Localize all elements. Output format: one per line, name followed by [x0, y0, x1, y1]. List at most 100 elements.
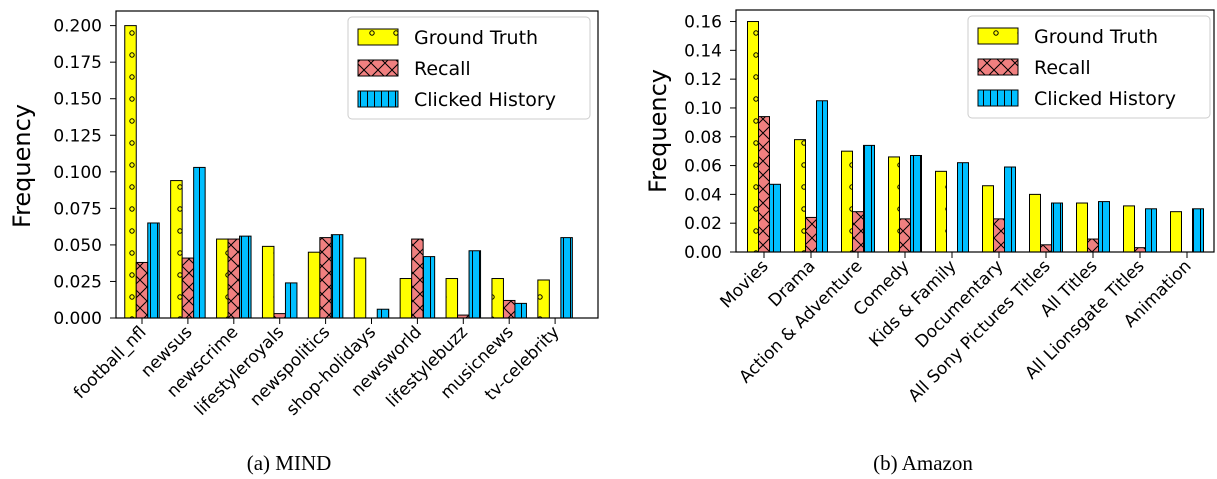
- chart-amazon-ytick-label: 0.00: [684, 243, 722, 263]
- chart-mind-legend-swatch-hatch-recall: [357, 59, 399, 77]
- chart-amazon-bar-hatch-clicked-history: [910, 154, 922, 253]
- chart-mind-ytick-label: 0.075: [53, 199, 102, 219]
- chart-amazon-legend-label-clicked-history: Clicked History: [1034, 88, 1176, 110]
- chart-mind-xtick-label: football_nfl: [70, 322, 151, 403]
- chart-mind-legend-swatch-hatch-clicked-history: [357, 90, 399, 108]
- chart-mind-bar-hatch-recall: [181, 257, 195, 319]
- chart-amazon-legend-swatch-hatch-recall: [977, 58, 1019, 76]
- chart-amazon-xtick-label: Movies: [717, 256, 773, 312]
- chart-mind-caption: (a) MIND: [247, 451, 332, 475]
- chart-amazon-bar-hatch-recall: [1134, 247, 1146, 253]
- chart-amazon-bar-hatch-clicked-history: [1192, 208, 1204, 253]
- chart-mind-marks: [124, 25, 573, 319]
- chart-mind-bar-hatch-ground-truth: [307, 251, 321, 319]
- chart-amazon-bar-hatch-ground-truth: [888, 156, 900, 253]
- chart-mind-yticks: 0.000 0.025 0.050 0.075 0.100 0.125 0.150 0.175…: [53, 17, 116, 329]
- chart-mind-ytick-label: 0.025: [53, 272, 102, 292]
- chart-amazon-caption: (b) Amazon: [873, 451, 973, 475]
- chart-amazon-bar-hatch-clicked-history: [1098, 201, 1110, 253]
- chart-mind-bar-hatch-clicked-history: [514, 302, 527, 319]
- chart-amazon-legend-swatch-hatch-clicked-history: [977, 89, 1019, 107]
- chart-mind-bar-hatch-ground-truth: [170, 180, 183, 319]
- chart-mind-bar-hatch-ground-truth: [216, 238, 229, 319]
- chart-amazon-ytick-label: 0.02: [684, 214, 722, 234]
- chart-mind-bar-hatch-clicked-history: [330, 234, 344, 319]
- chart-mind-bar-hatch-ground-truth: [261, 245, 275, 319]
- chart-amazon-bar-hatch-ground-truth: [1170, 211, 1182, 253]
- chart-amazon-bar-hatch-recall: [1087, 238, 1099, 253]
- chart-amazon-bar-hatch-clicked-history: [769, 183, 781, 253]
- chart-mind-bar-hatch-clicked-history: [147, 222, 160, 319]
- chart-mind-bar-hatch-clicked-history: [239, 235, 252, 319]
- chart-amazon-legend-label-recall: Recall: [1034, 57, 1091, 79]
- chart-amazon-ytick-label: 0.16: [684, 13, 722, 33]
- chart-amazon-ytick-label: 0.04: [684, 185, 722, 205]
- chart-amazon-bar-hatch-ground-truth: [1076, 202, 1088, 253]
- chart-mind-ytick-label: 0.200: [53, 17, 102, 37]
- chart-mind-bar-hatch-clicked-history: [193, 166, 206, 319]
- chart-mind-ytick-label: 0.050: [53, 236, 102, 256]
- chart-amazon-bar-hatch-ground-truth: [982, 185, 994, 253]
- chart-mind-ytick-label: 0.175: [53, 53, 102, 73]
- chart-mind-bar-hatch-clicked-history: [468, 250, 482, 319]
- chart-mind-ytick-label: 0.125: [53, 126, 102, 146]
- chart-mind-bar-hatch-recall: [273, 313, 286, 319]
- chart-amazon-bar-hatch-recall: [758, 116, 770, 253]
- chart-amazon-bar-hatch-recall: [1040, 244, 1052, 253]
- chart-amazon-bar-hatch-ground-truth: [935, 170, 947, 253]
- chart-amazon-ytick-label: 0.14: [684, 41, 722, 61]
- chart-mind-bar-hatch-clicked-history: [422, 256, 436, 319]
- chart-mind-bar-hatch-clicked-history: [284, 282, 298, 319]
- chart-mind-bar-hatch-ground-truth: [124, 25, 137, 319]
- chart-mind-bar-hatch-ground-truth: [537, 279, 550, 319]
- chart-amazon-legend-label-ground-truth: Ground Truth: [1034, 26, 1158, 48]
- chart-amazon-bar-hatch-clicked-history: [1004, 166, 1016, 253]
- chart-mind-legend-swatch-hatch-ground-truth: [357, 28, 399, 46]
- chart-mind-ytick-label: 0.000: [53, 309, 102, 329]
- chart-amazon-bar-hatch-clicked-history: [1051, 202, 1063, 253]
- chart-mind-ylabel: Frequency: [8, 104, 36, 228]
- chart-mind-ytick-label: 0.150: [53, 90, 102, 110]
- chart-amazon-bar-hatch-recall: [899, 218, 911, 253]
- chart-mind-bar-hatch-clicked-history: [376, 308, 390, 319]
- chart-amazon-bar-hatch-clicked-history: [863, 144, 875, 253]
- chart-amazon-bar-hatch-ground-truth: [1029, 193, 1041, 253]
- chart-mind-bar-hatch-recall: [411, 238, 424, 319]
- chart-amazon-ylabel: Frequency: [644, 69, 672, 193]
- chart-mind-legend-label-clicked-history: Clicked History: [414, 89, 556, 111]
- chart-amazon-ytick-label: 0.08: [684, 128, 722, 148]
- chart-mind-legend: Ground Truth Recall Clicked History: [347, 16, 591, 120]
- chart-mind-bar-hatch-ground-truth: [445, 278, 459, 319]
- chart-mind-bar-hatch-recall: [227, 238, 241, 319]
- chart-amazon-bar-hatch-clicked-history: [1145, 208, 1157, 253]
- chart-amazon-legend-swatch-hatch-ground-truth: [977, 27, 1019, 45]
- chart-amazon: Frequency 0.000.020.040.060.080.100.120.…: [644, 9, 1215, 475]
- chart-mind-bar-hatch-recall: [135, 261, 149, 319]
- chart-amazon-bar-hatch-clicked-history: [957, 162, 969, 253]
- chart-amazon-frame: [735, 9, 1215, 253]
- chart-amazon-yticks: 0.00 0.02 0.04 0.06 0.08 0.10 0.12 0.14 0.16: [684, 13, 736, 263]
- chart-amazon-ytick-label: 0.10: [684, 99, 722, 119]
- chart-amazon-bar-hatch-recall: [993, 218, 1005, 253]
- chart-mind-bar-hatch-recall: [502, 299, 516, 319]
- chart-mind-legend-box: [347, 16, 591, 120]
- chart-amazon-legend: Ground Truth Recall Clicked History: [967, 15, 1211, 119]
- chart-mind-bar-hatch-recall: [319, 237, 332, 319]
- chart-mind: Frequency 0.000 0.025 0.050 0.075 0.100 0.125…: [8, 10, 599, 475]
- chart-amazon-bar-hatch-ground-truth: [1123, 205, 1135, 253]
- chart-mind-xticks: football_nflnewsusnewscrimelifestyleroya…: [70, 318, 564, 420]
- chart-amazon-bar-hatch-ground-truth: [794, 139, 806, 253]
- chart-mind-frame: [115, 10, 599, 319]
- chart-mind-legend-label-recall: Recall: [414, 58, 471, 80]
- chart-mind-ytick-label: 0.100: [53, 163, 102, 183]
- chart-amazon-ytick-label: 0.06: [684, 157, 722, 177]
- chart-amazon-bar-hatch-recall: [805, 216, 817, 253]
- chart-mind-bar-hatch-ground-truth: [399, 278, 413, 319]
- chart-mind-bar-hatch-ground-truth: [353, 257, 367, 319]
- chart-mind-bar-hatch-clicked-history: [560, 237, 573, 319]
- chart-amazon-legend-box: [967, 15, 1211, 119]
- chart-amazon-bar-hatch-recall: [852, 211, 864, 253]
- chart-amazon-ytick-label: 0.12: [684, 70, 722, 90]
